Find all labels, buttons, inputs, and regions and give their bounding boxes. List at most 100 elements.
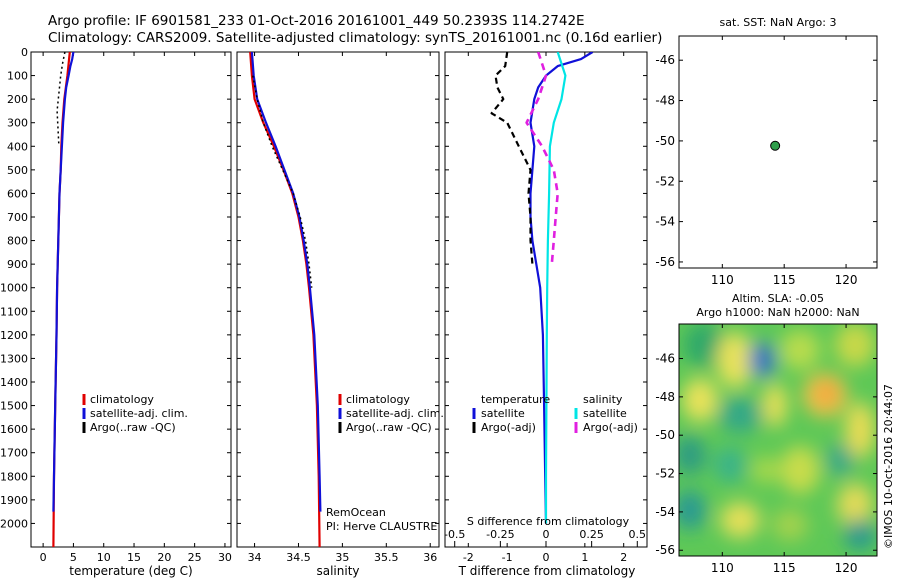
x-tick-label: 115: [773, 561, 796, 575]
location-map-panel: sat. SST: NaN Argo: 3 110 115 120 -46 -48 -50…: [655, 16, 878, 287]
legend-t-satellite-label: satellite: [481, 407, 525, 420]
y-tick-label: 1100: [0, 305, 28, 318]
y-tick-label: -56: [655, 255, 675, 269]
series-line-s-satellite: [544, 52, 567, 524]
legend-climatology-label: climatology: [346, 393, 410, 406]
s-difference-label: S difference from climatology: [467, 515, 630, 528]
y-tick-label: 0: [21, 46, 28, 59]
figure-title-line1: Argo profile: IF 6901581_233 01-Oct-2016…: [48, 13, 585, 29]
y-tick-label: 700: [7, 211, 28, 224]
legend-t-argo-label: Argo(-adj): [481, 421, 536, 434]
x-tick-label: 34: [248, 551, 262, 564]
x-tick-label: 2: [620, 551, 627, 564]
x-tick-label: 110: [711, 561, 734, 575]
y-tick-label: 1200: [0, 329, 28, 342]
series-line-satellite-adj-clim-: [52, 52, 75, 512]
salinity-lines: [249, 52, 322, 547]
x-tick-label: 5: [70, 551, 77, 564]
map-ticks: 110 115 120 -46 -48 -50 -52 -54 -56: [655, 36, 877, 287]
y-tick-label: -54: [655, 505, 675, 519]
y-tick-label: 1000: [0, 282, 28, 295]
legend-satellite-label: satellite-adj. clim.: [90, 407, 188, 420]
y-tick-label: -50: [655, 134, 675, 148]
y-tick-label: 200: [7, 93, 28, 106]
x-tick-label: 110: [711, 273, 734, 287]
x-tick-label: 35: [335, 551, 349, 564]
altimetry-heatmap: [679, 324, 877, 556]
series-line-t-satellite: [529, 52, 594, 524]
x-tick-label: 0: [40, 551, 47, 564]
y-tick-label: -50: [655, 428, 675, 442]
salinity-panel: 34 34.5 35 35.5 36 climatology satellite-adj…: [236, 51, 444, 578]
y-tick-label: 600: [7, 187, 28, 200]
t-difference-label: T difference from climatology: [458, 564, 636, 578]
legend-climatology-label: climatology: [90, 393, 154, 406]
x-tick-label: 36: [423, 551, 437, 564]
y-tick-label: 1600: [0, 423, 28, 436]
x-tick-label: 25: [188, 551, 202, 564]
x-tick-label: 15: [127, 551, 141, 564]
series-line-s-argo-adj-: [525, 52, 560, 265]
legend-s-satellite-label: satellite: [583, 407, 627, 420]
salinity-legend: climatology satellite-adj. clim. Argo(..…: [338, 393, 444, 434]
y-tick-label: 1800: [0, 470, 28, 483]
y-tick-label: -54: [655, 215, 675, 229]
y-tick-label: -46: [655, 352, 675, 366]
heatmap-field: [679, 324, 876, 551]
legend-salinity-header: salinity: [583, 393, 623, 406]
temperature-lines: [52, 52, 75, 547]
salinity-x-ticks: 34 34.5 35 35.5 36: [248, 52, 437, 564]
imos-credit-label: ©IMOS 10-Oct-2016 20:44:07: [882, 384, 895, 549]
salinity-axes-box: [236, 51, 440, 548]
argo-float-location-marker: [770, 140, 781, 151]
y-tick-label: -48: [655, 390, 675, 404]
y-tick-label: 2000: [0, 517, 28, 530]
temperature-legend: climatology satellite-adj. clim. Argo(..…: [82, 393, 188, 434]
y-tick-label: -56: [655, 543, 675, 557]
x-tick-label: 115: [773, 273, 796, 287]
difference-legend: temperature salinity satellite Argo(-adj…: [472, 393, 638, 434]
altimetry-panel: Altim. SLA: -0.05 Argo h1000: NaN h2000:…: [655, 292, 895, 575]
x-tick-label: 35.5: [374, 551, 399, 564]
series-line-climatology: [249, 52, 321, 547]
temperature-panel: 0100200300400500600700800900100011001200…: [0, 46, 232, 578]
figure-title-line2: Climatology: CARS2009. Satellite-adjuste…: [48, 30, 662, 46]
temperature-x-label: temperature (deg C): [69, 564, 192, 578]
temperature-y-ticks: 0 100 200 300 400 500 600 700 800 900 1000 1100 1200…: [0, 46, 231, 530]
difference-y-ticks: [445, 51, 647, 524]
x-tick-label: -1: [502, 551, 513, 564]
x-tick-label: 20: [157, 551, 171, 564]
x-tick-label: 30: [218, 551, 232, 564]
float-pi-label: PI: Herve CLAUSTRE: [326, 520, 437, 533]
legend-argo-label: Argo(..raw -QC): [90, 421, 176, 434]
y-tick-label: 1400: [0, 376, 28, 389]
x-tick-label: 120: [835, 561, 858, 575]
temperature-x-ticks: 0 5 10 15 20 25 30: [40, 52, 232, 564]
altimetry-axes-box: [678, 323, 878, 557]
legend-s-argo-label: Argo(-adj): [583, 421, 638, 434]
x-tick-label: 0: [543, 551, 550, 564]
series-line-argo-raw-qc-: [56, 52, 66, 147]
x-tick-label: 1: [581, 551, 588, 564]
x-tick-label: 120: [835, 273, 858, 287]
y-tick-label: 1300: [0, 352, 28, 365]
y-tick-label: 800: [7, 235, 28, 248]
series-line-t-argo-adj-: [490, 52, 534, 265]
s-tick-label: -0.5: [444, 528, 465, 541]
x-tick-label: 34.5: [286, 551, 311, 564]
altimetry-title-line1: Altim. SLA: -0.05: [732, 292, 824, 305]
y-tick-label: -52: [655, 174, 675, 188]
s-difference-ticks: -0.5 -0.25 0 0.25 0.5: [444, 528, 646, 547]
s-tick-label: 0: [543, 528, 550, 541]
y-tick-label: 400: [7, 140, 28, 153]
temperature-axes-box: [30, 51, 232, 548]
s-tick-label: -0.25: [486, 528, 514, 541]
y-tick-label: 300: [7, 117, 28, 130]
legend-argo-label: Argo(..raw -QC): [346, 421, 432, 434]
y-tick-label: 1700: [0, 447, 28, 460]
difference-lines: [490, 52, 594, 524]
y-tick-label: -46: [655, 53, 675, 67]
map-axes-box: [678, 35, 878, 269]
float-program-label: RemOcean: [326, 506, 386, 519]
series-line-argo-raw-qc-: [252, 75, 313, 288]
